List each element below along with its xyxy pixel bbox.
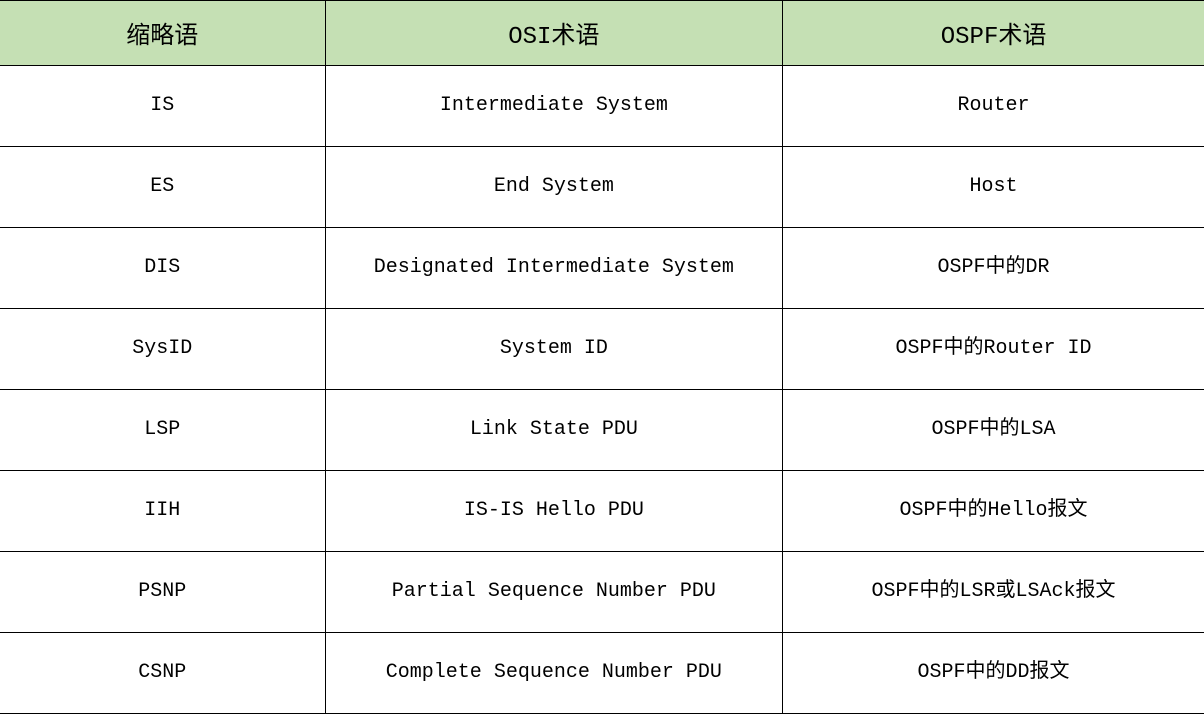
- cell-abbrev: LSP: [0, 390, 325, 471]
- cell-ospf: OSPF中的LSA: [783, 390, 1204, 471]
- cell-ospf: OSPF中的LSR或LSAck报文: [783, 552, 1204, 633]
- cell-abbrev: IIH: [0, 471, 325, 552]
- cell-ospf: OSPF中的Hello报文: [783, 471, 1204, 552]
- table-row: IS Intermediate System Router: [0, 66, 1204, 147]
- cell-osi: Link State PDU: [325, 390, 783, 471]
- cell-ospf: Router: [783, 66, 1204, 147]
- cell-osi: Designated Intermediate System: [325, 228, 783, 309]
- cell-abbrev: CSNP: [0, 633, 325, 714]
- table-header-row: 缩略语 OSI术语 OSPF术语: [0, 1, 1204, 66]
- cell-abbrev: IS: [0, 66, 325, 147]
- terminology-table: 缩略语 OSI术语 OSPF术语 IS Intermediate System …: [0, 0, 1204, 714]
- cell-osi: Complete Sequence Number PDU: [325, 633, 783, 714]
- cell-ospf: Host: [783, 147, 1204, 228]
- cell-abbrev: PSNP: [0, 552, 325, 633]
- cell-osi: Partial Sequence Number PDU: [325, 552, 783, 633]
- cell-ospf: OSPF中的DD报文: [783, 633, 1204, 714]
- cell-osi: System ID: [325, 309, 783, 390]
- table-row: DIS Designated Intermediate System OSPF中…: [0, 228, 1204, 309]
- cell-osi: End System: [325, 147, 783, 228]
- table-row: ES End System Host: [0, 147, 1204, 228]
- column-header-ospf: OSPF术语: [783, 1, 1204, 66]
- table-row: PSNP Partial Sequence Number PDU OSPF中的L…: [0, 552, 1204, 633]
- cell-ospf: OSPF中的Router ID: [783, 309, 1204, 390]
- table-row: SysID System ID OSPF中的Router ID: [0, 309, 1204, 390]
- cell-abbrev: ES: [0, 147, 325, 228]
- table-row: CSNP Complete Sequence Number PDU OSPF中的…: [0, 633, 1204, 714]
- column-header-osi: OSI术语: [325, 1, 783, 66]
- cell-abbrev: DIS: [0, 228, 325, 309]
- cell-osi: Intermediate System: [325, 66, 783, 147]
- column-header-abbrev: 缩略语: [0, 1, 325, 66]
- table-row: LSP Link State PDU OSPF中的LSA: [0, 390, 1204, 471]
- table-row: IIH IS-IS Hello PDU OSPF中的Hello报文: [0, 471, 1204, 552]
- cell-ospf: OSPF中的DR: [783, 228, 1204, 309]
- cell-osi: IS-IS Hello PDU: [325, 471, 783, 552]
- cell-abbrev: SysID: [0, 309, 325, 390]
